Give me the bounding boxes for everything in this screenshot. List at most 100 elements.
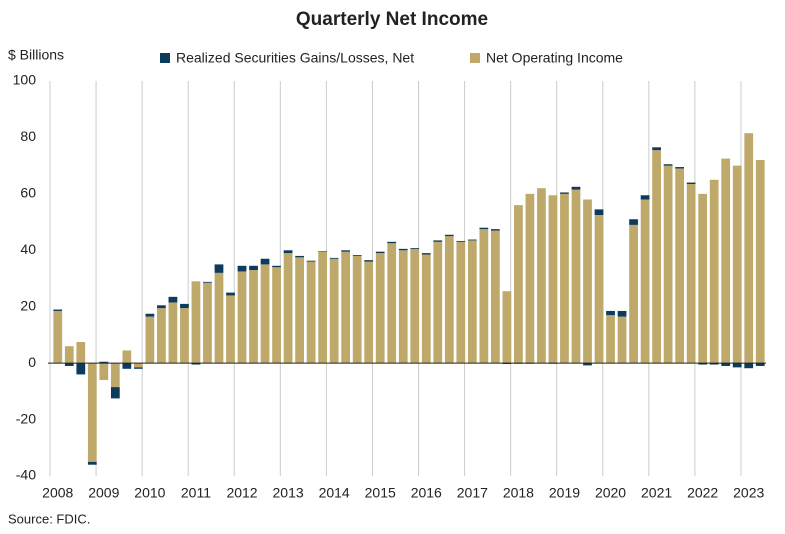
bar xyxy=(180,308,189,364)
bar xyxy=(629,224,638,364)
x-tick-label: 2014 xyxy=(319,485,350,501)
bar xyxy=(583,363,592,366)
bar xyxy=(456,241,466,364)
bar xyxy=(306,260,316,262)
bar xyxy=(99,361,109,364)
bar xyxy=(341,251,351,364)
bar xyxy=(375,253,385,364)
y-tick-label: 100 xyxy=(13,72,37,88)
bar xyxy=(732,165,742,364)
x-tick-label: 2012 xyxy=(226,485,257,501)
bar xyxy=(525,193,535,364)
bar xyxy=(191,281,201,364)
bar xyxy=(110,363,120,388)
bar xyxy=(237,265,247,272)
bar xyxy=(652,150,661,364)
chart-title: Quarterly Net Income xyxy=(296,9,488,30)
bar xyxy=(571,186,581,190)
bar xyxy=(490,229,500,231)
bar xyxy=(145,316,155,364)
bar xyxy=(663,165,673,364)
x-tick-label: 2019 xyxy=(549,485,580,501)
bar xyxy=(490,230,500,364)
bar xyxy=(260,258,270,265)
bar xyxy=(444,236,454,364)
bar xyxy=(755,363,765,366)
bar xyxy=(272,267,281,364)
bar xyxy=(467,240,477,364)
y-tick-label: 20 xyxy=(20,297,36,313)
bar xyxy=(87,363,97,462)
y-tick-label: 80 xyxy=(20,128,36,144)
bar xyxy=(341,250,351,252)
bar xyxy=(755,160,765,364)
bar xyxy=(64,346,74,364)
bar xyxy=(444,234,454,237)
bar xyxy=(709,179,719,364)
bar xyxy=(180,303,189,309)
bar xyxy=(168,296,178,303)
bar xyxy=(214,264,224,273)
bar xyxy=(249,265,258,271)
bar xyxy=(352,255,362,256)
bar xyxy=(433,241,443,364)
bar xyxy=(203,281,212,283)
bar xyxy=(329,258,339,364)
bar xyxy=(721,158,731,364)
bar xyxy=(398,250,408,364)
bar xyxy=(617,310,627,317)
bar xyxy=(629,219,638,225)
bar xyxy=(606,310,615,316)
bar xyxy=(560,193,569,364)
bar xyxy=(191,363,201,365)
x-tick-label: 2022 xyxy=(687,485,718,501)
bar xyxy=(732,363,742,368)
bar xyxy=(145,313,155,317)
bar xyxy=(76,363,86,375)
bar xyxy=(640,199,650,364)
bar xyxy=(133,367,143,369)
bar xyxy=(709,363,719,365)
bar xyxy=(617,316,627,364)
bar xyxy=(548,195,558,364)
bar xyxy=(295,255,304,258)
bar xyxy=(606,315,615,364)
y-tick-label: 60 xyxy=(20,185,36,201)
x-tick-label: 2020 xyxy=(595,485,626,501)
bar xyxy=(53,310,63,364)
bar xyxy=(272,265,281,268)
bar xyxy=(283,250,293,254)
legend-label: Realized Securities Gains/Losses, Net xyxy=(176,50,414,66)
bar xyxy=(306,261,316,364)
x-tick-label: 2023 xyxy=(733,485,764,501)
bar xyxy=(744,363,754,369)
bar xyxy=(87,461,97,465)
bar xyxy=(249,270,258,364)
bar xyxy=(467,239,477,241)
bar xyxy=(410,248,420,249)
bar xyxy=(352,255,362,364)
x-tick-label: 2017 xyxy=(457,485,488,501)
bar xyxy=(318,251,328,364)
bar xyxy=(133,363,143,368)
legend-swatch xyxy=(160,53,170,63)
bar xyxy=(560,192,569,194)
bar xyxy=(675,167,685,169)
legend-label: Net Operating Income xyxy=(486,50,623,66)
bar xyxy=(640,195,650,200)
bar xyxy=(698,363,708,365)
bar xyxy=(456,240,466,242)
bar xyxy=(237,271,247,364)
x-tick-label: 2008 xyxy=(42,485,73,501)
bar xyxy=(502,291,512,364)
bar xyxy=(64,363,74,366)
x-tick-label: 2013 xyxy=(273,485,304,501)
bar xyxy=(571,189,581,364)
bar xyxy=(260,264,270,364)
bar xyxy=(594,215,604,364)
bar xyxy=(53,309,63,311)
y-tick-label: -20 xyxy=(16,410,36,426)
bar xyxy=(398,248,408,251)
bar xyxy=(122,363,132,369)
